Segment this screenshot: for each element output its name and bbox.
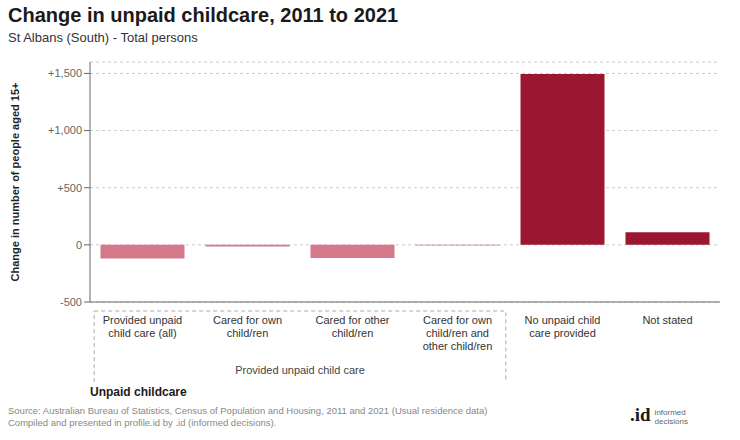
html-text:informed decisions: informed decisions: [654, 408, 688, 426]
html-text:Unpaid childcare: Unpaid childcare: [90, 385, 187, 399]
html-text:Change in unpaid childcare, 20: Change in unpaid childcare, 2011 to 2021: [8, 4, 399, 26]
svg-text:+500: +500: [57, 182, 82, 194]
svg-text:0: 0: [76, 239, 82, 251]
html-text:.id: .id: [630, 404, 651, 425]
svg-text:Provided unpaid child care: Provided unpaid child care: [235, 364, 365, 376]
svg-text:Cared for ownchild/ren andothe: Cared for ownchild/ren andother child/re…: [423, 314, 493, 352]
svg-text:Not stated: Not stated: [642, 314, 692, 326]
svg-text:Provided unpaidchild care (all: Provided unpaidchild care (all): [103, 314, 183, 339]
svg-text:No unpaid childcare provided: No unpaid childcare provided: [525, 314, 601, 339]
svg-text:+1,500: +1,500: [48, 67, 82, 79]
svg-text:-500: -500: [60, 296, 82, 308]
html-text:St Albans (South) - Total pers: St Albans (South) - Total persons: [8, 30, 198, 45]
html-text:Source: Australian Bureau of S: Source: Australian Bureau of Statistics,…: [8, 405, 488, 428]
svg-text:+1,000: +1,000: [48, 124, 82, 136]
svg-text:Cared for otherchild/ren: Cared for otherchild/ren: [316, 314, 390, 339]
svg-text:Cared for ownchild/ren: Cared for ownchild/ren: [213, 314, 282, 339]
svg-text:Change in number of people age: Change in number of people aged 15+: [9, 83, 21, 282]
